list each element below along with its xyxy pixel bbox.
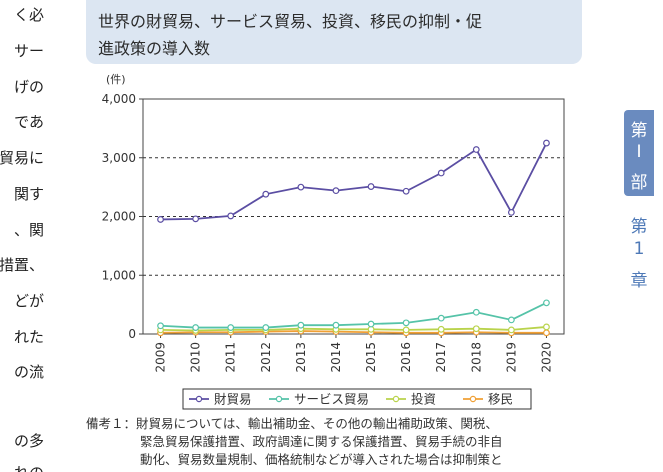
left-text-line: の流 <box>13 363 44 381</box>
part-tab: 第 I 部 <box>624 110 654 196</box>
note-line: 備考１：財貿易については、輸出補助金、その他の輸出補助政策、関税、 <box>86 416 498 431</box>
series-point <box>543 323 550 331</box>
left-body-text: く必 サー げの であ 貿易に 関す 、関 措置、 どが れた の流 の多 れの <box>0 0 48 472</box>
x-tick-label: 2012 <box>259 342 273 373</box>
series-line <box>160 142 548 221</box>
y-tick-label: 2,000 <box>102 210 136 224</box>
series-point <box>543 139 550 147</box>
legend-marker <box>469 395 477 403</box>
left-text-line: げの <box>13 78 44 96</box>
y-tick-label: 4,000 <box>102 92 136 106</box>
left-text-line: れた <box>13 328 44 346</box>
series-point <box>437 314 445 322</box>
part-tab-char: 第 <box>630 121 648 141</box>
series-point <box>297 321 305 329</box>
series-point <box>192 324 200 331</box>
left-text-line: 関す <box>13 185 44 203</box>
series-line <box>160 326 547 332</box>
legend-label: 投資 <box>411 392 436 407</box>
series-point <box>227 212 235 220</box>
x-tick-label: 2019 <box>504 342 518 373</box>
y-tick-label: 3,000 <box>102 151 136 165</box>
x-tick-label: 2018 <box>469 342 483 373</box>
chart-note: 備考１：財貿易については、輸出補助金、その他の輸出補助政策、関税、 緊急貿易保護… <box>86 415 646 469</box>
series-point <box>332 321 340 329</box>
series-point <box>402 326 410 334</box>
legend-marker <box>392 395 400 403</box>
x-tick-label: 2015 <box>364 342 378 373</box>
note-line: 緊急貿易保護措置、政府調達に関する保護措置、貿易手続の非自 <box>140 434 503 449</box>
series-point <box>367 320 375 328</box>
left-text-line: サー <box>13 42 44 60</box>
series-point <box>192 215 200 223</box>
note-line: 動化、貿易数量規制、価格統制などが導入された場合は抑制策と <box>140 452 503 467</box>
legend-label: 移民 <box>488 392 513 407</box>
legend-box <box>182 388 532 410</box>
x-tick-label: 2020 <box>539 342 553 373</box>
y-unit-label: (件) <box>106 73 126 86</box>
y-tick-label: 0 <box>128 327 136 341</box>
series-point <box>437 169 445 177</box>
series-point <box>543 299 550 307</box>
x-tick-label: 2009 <box>154 342 168 373</box>
legend-marker <box>195 395 203 403</box>
series-point <box>262 190 270 198</box>
left-text-line: れの <box>0 462 44 472</box>
series-point <box>507 316 515 324</box>
series-point <box>402 187 410 195</box>
series-line <box>160 302 547 329</box>
x-tick-label: 2014 <box>329 342 343 373</box>
left-text-line: く必 <box>13 6 44 24</box>
legend-label: サービス貿易 <box>294 392 369 407</box>
x-tick-label: 2013 <box>294 342 308 373</box>
chart-title-box: 世界の財貿易、サービス貿易、投資、移民の抑制・促 進政策の導入数 <box>86 0 582 64</box>
series-point <box>507 326 515 334</box>
series-line <box>160 330 547 334</box>
series-point <box>332 187 340 195</box>
part-tab-char: 部 <box>630 173 648 193</box>
left-text-line: 貿易に <box>0 149 44 167</box>
part-tab-char: I <box>636 142 642 162</box>
chapter-char: 第 <box>630 217 648 237</box>
x-tick-label: 2010 <box>189 342 203 373</box>
series-point <box>262 324 270 331</box>
x-tick-label: 2011 <box>224 342 238 373</box>
chart-title-line2: 進政策の導入数 <box>98 39 211 58</box>
series-point <box>543 329 550 337</box>
chart-title-line1: 世界の財貿易、サービス貿易、投資、移民の抑制・促 <box>98 12 483 31</box>
series-point <box>367 183 375 190</box>
series-point <box>157 322 164 330</box>
legend-label: 財貿易 <box>214 392 252 407</box>
left-text-line: 、関 <box>13 221 44 239</box>
series-point <box>472 308 480 316</box>
series-point <box>472 146 480 153</box>
chapter-char: 章 <box>630 271 648 291</box>
series-point <box>402 319 410 327</box>
series-point <box>437 325 445 333</box>
series-point <box>157 216 164 223</box>
legend-marker <box>275 395 283 403</box>
left-text-line: であ <box>14 113 44 131</box>
series-point <box>227 324 235 331</box>
x-tick-label: 2016 <box>399 342 413 373</box>
y-tick-label: 1,000 <box>102 268 136 282</box>
series-point <box>472 325 480 333</box>
left-text-line: どが <box>13 292 44 310</box>
left-text-line: 措置、 <box>0 256 44 274</box>
x-tick-label: 2017 <box>434 342 448 373</box>
left-text-line: の多 <box>13 432 44 450</box>
series-point <box>507 208 515 216</box>
chapter-char: 1 <box>633 239 645 259</box>
series-point <box>297 183 305 191</box>
